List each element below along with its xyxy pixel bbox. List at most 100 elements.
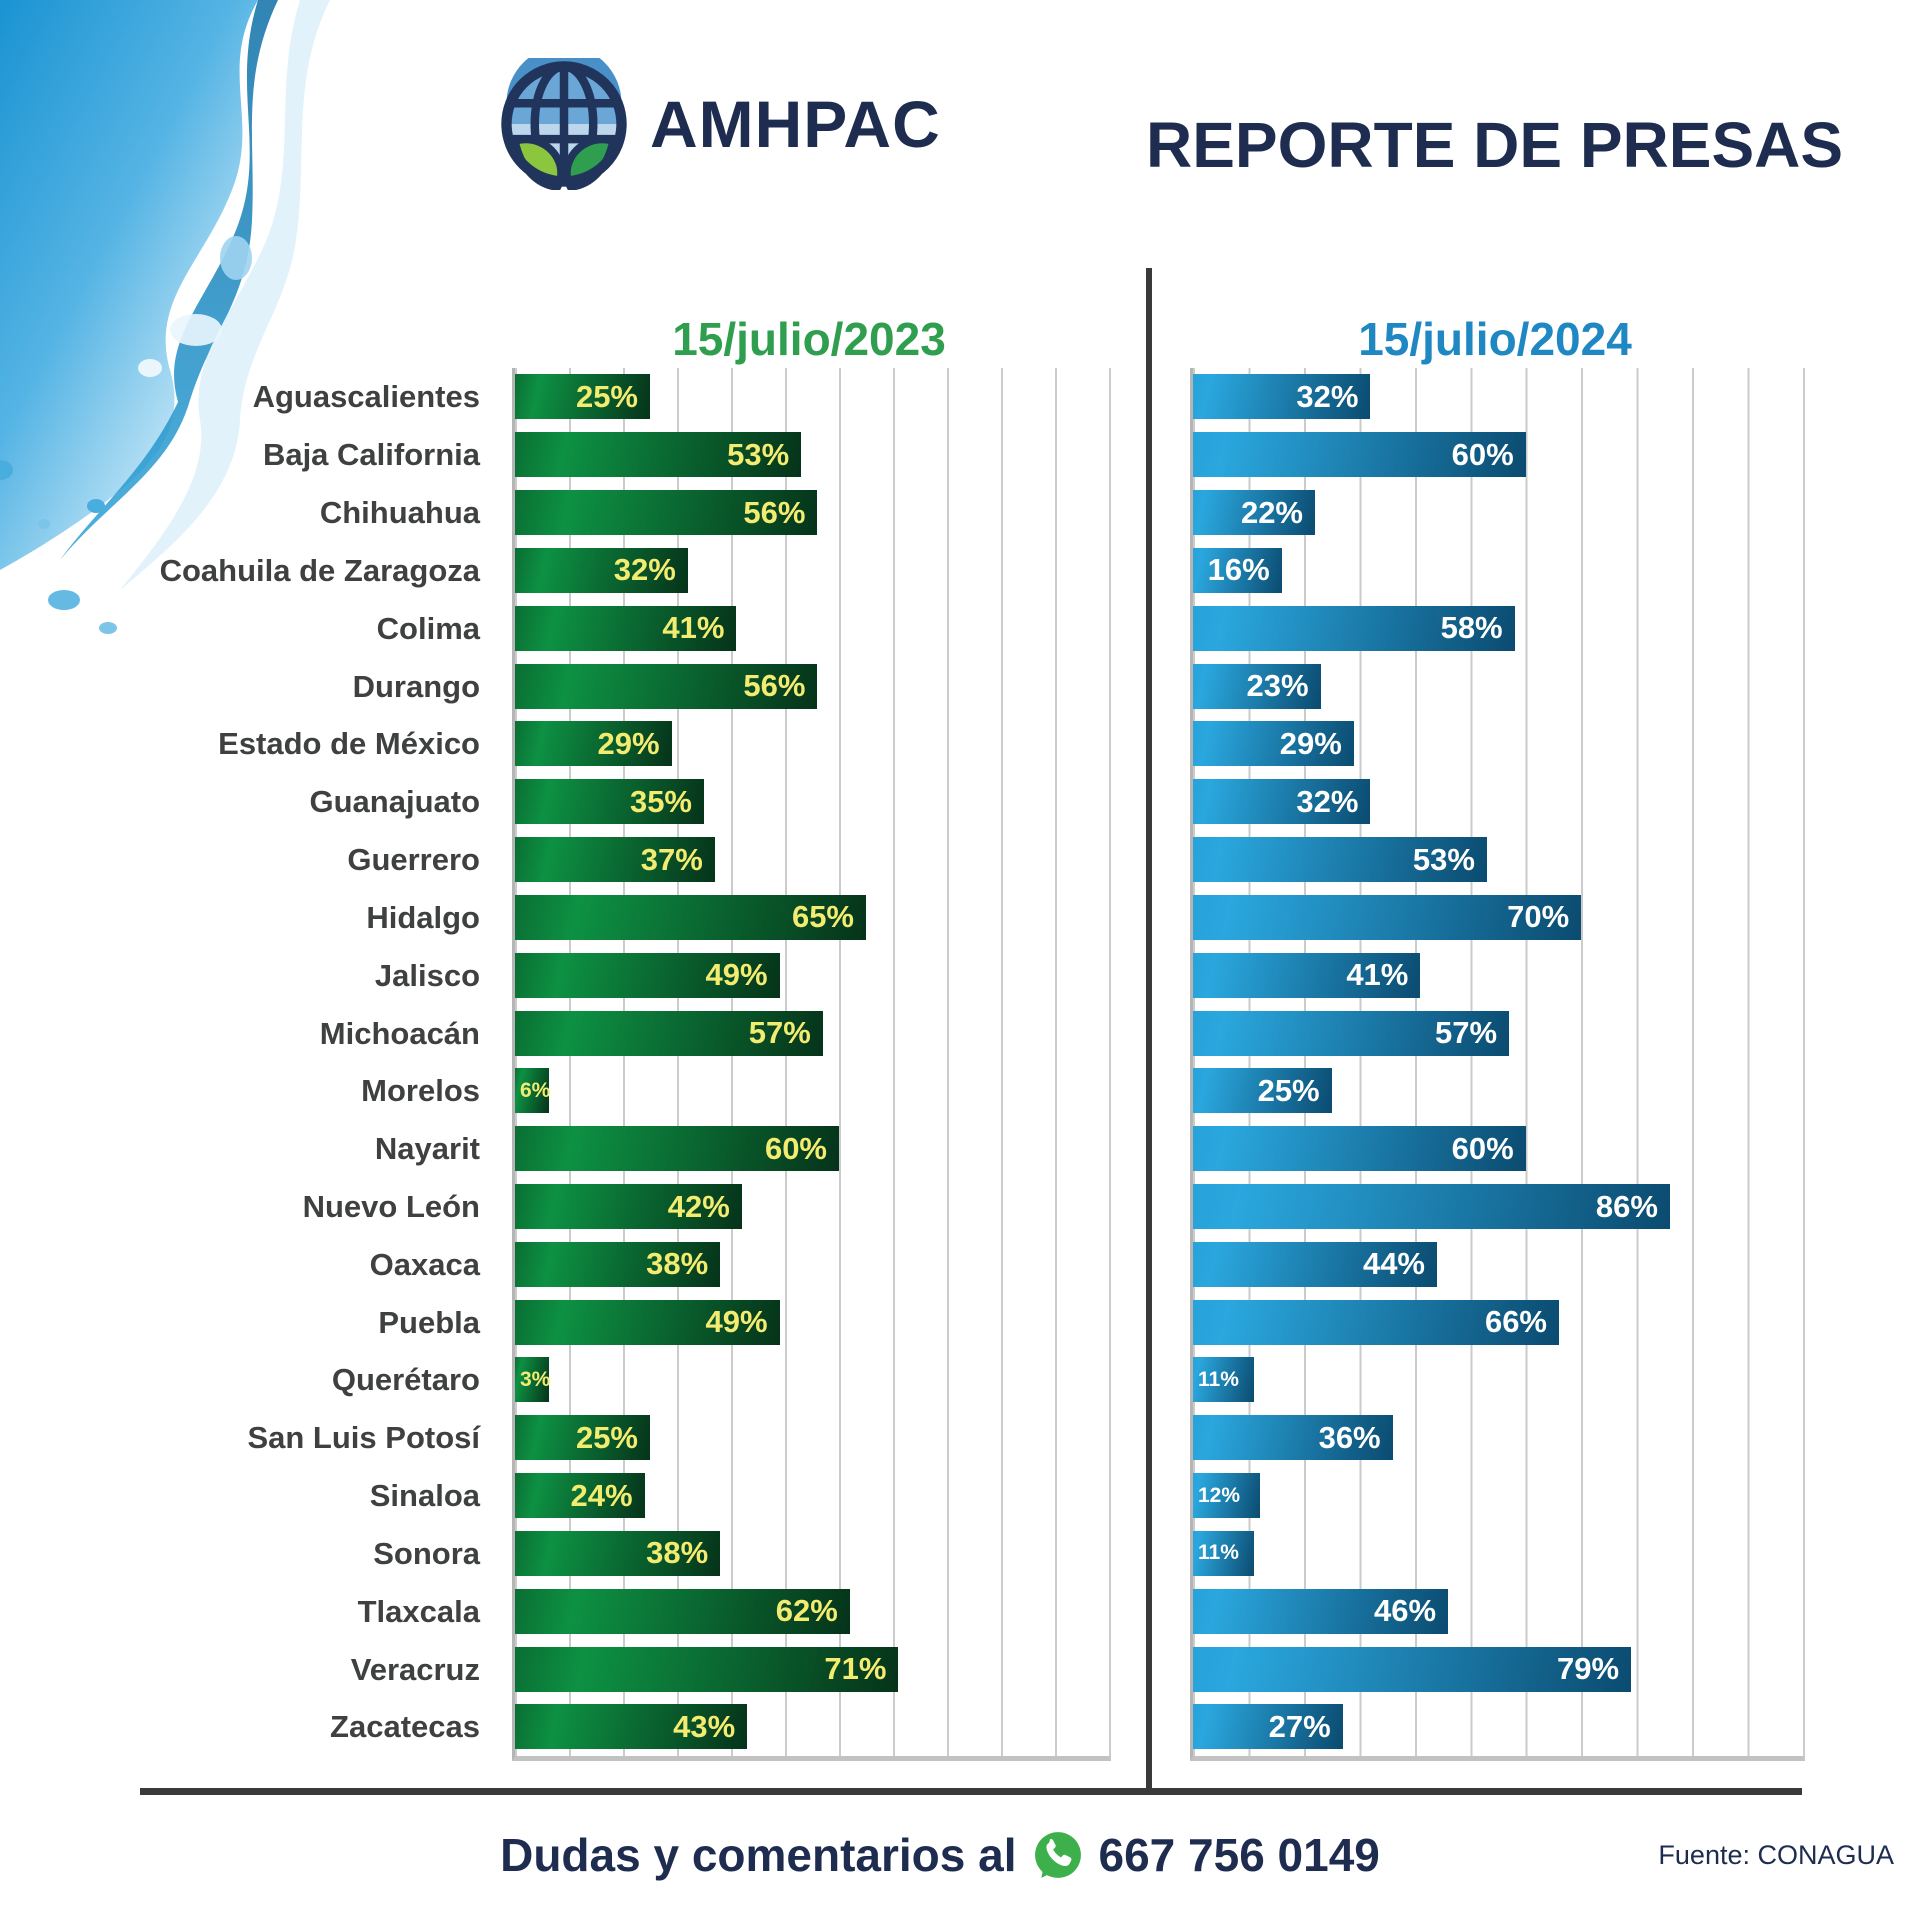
state-label: Puebla [378, 1304, 480, 1340]
bar-value-label: 60% [764, 1130, 827, 1166]
bar-value-label: 43% [673, 1708, 736, 1744]
bar-2024-guanajuato: 32% [1193, 779, 1371, 825]
bar-value-label: 32% [1296, 783, 1359, 819]
bar-value-label: 42% [667, 1188, 730, 1224]
bar-value-label: 71% [824, 1651, 887, 1687]
bar-value-label: 53% [727, 436, 790, 472]
bar-2023-baja-california: 53% [515, 432, 802, 478]
bar-2024-durango: 23% [1193, 663, 1321, 709]
bar-2023-nuevo-le-n: 42% [515, 1184, 742, 1229]
bar-row: 53% [1193, 837, 1803, 883]
bar-row: 58% [1193, 605, 1803, 651]
state-label: Jalisco [374, 957, 480, 993]
state-label: Coahuila de Zaragoza [159, 552, 480, 588]
bar-2023-michoac-n: 57% [515, 1010, 823, 1056]
bar-2023-hidalgo: 65% [515, 894, 866, 940]
bar-row: 49% [515, 952, 1109, 998]
state-label: Aguascalientes [252, 379, 480, 415]
bar-row: 29% [515, 721, 1109, 767]
date-prefix-2023: 15/julio/ [672, 313, 844, 365]
date-prefix-2024: 15/julio/ [1358, 313, 1530, 365]
panel-divider-line [1146, 268, 1152, 1789]
date-year-2024: 2024 [1529, 313, 1632, 365]
bar-value-label: 56% [743, 494, 806, 530]
bar-value-label: 22% [1240, 494, 1303, 530]
bar-value-label: 32% [613, 552, 676, 588]
bar-value-label: 41% [662, 610, 725, 646]
bar-row: 36% [1193, 1415, 1803, 1461]
bar-row: 57% [1193, 1010, 1803, 1056]
bar-2024-colima: 58% [1193, 605, 1515, 651]
chart-2023: 25% 53% 56% 32% 41% 56% 29% 35% 37% 65% 49% 57% 6% 60… [512, 368, 1111, 1761]
bar-2023-sinaloa: 24% [515, 1473, 645, 1519]
bar-value-label: 24% [570, 1477, 633, 1513]
bar-2023-guerrero: 37% [515, 837, 715, 883]
bar-2024-guerrero: 53% [1193, 837, 1487, 883]
bar-row: 38% [515, 1530, 1109, 1576]
source-credit: Fuente: CONAGUA [1658, 1840, 1894, 1870]
bar-row: 41% [515, 605, 1109, 651]
bar-2023-estado-de-m-xico: 29% [515, 721, 672, 767]
bar-2024-sinaloa: 12% [1193, 1473, 1260, 1519]
bar-row: 79% [1193, 1646, 1803, 1692]
bar-value-label: 44% [1362, 1246, 1425, 1282]
bar-2023-guanajuato: 35% [515, 779, 704, 825]
bar-2023-morelos: 6% [515, 1068, 550, 1114]
bar-2023-nayarit: 60% [515, 1126, 839, 1172]
whatsapp-icon [1034, 1832, 1081, 1878]
brand-group: AMHPAC [498, 58, 941, 190]
bar-2024-hidalgo: 70% [1193, 894, 1582, 940]
state-label: Nayarit [374, 1131, 480, 1167]
bar-row: 71% [515, 1646, 1109, 1692]
bar-2023-tlaxcala: 62% [515, 1588, 850, 1634]
bar-value-label: 23% [1246, 668, 1309, 704]
bar-value-label: 60% [1451, 1130, 1514, 1166]
bar-2024-san-luis-potos-: 36% [1193, 1415, 1393, 1461]
bar-row: 56% [515, 490, 1109, 536]
bar-value-label: 25% [575, 1419, 638, 1455]
bar-row: 56% [515, 663, 1109, 709]
bar-value-label: 46% [1374, 1593, 1437, 1629]
bar-value-label: 32% [1296, 378, 1359, 414]
bar-value-label: 57% [748, 1015, 811, 1051]
date-year-2023: 2023 [843, 313, 946, 365]
bar-row: 70% [1193, 894, 1803, 940]
bar-2024-sonora: 11% [1193, 1530, 1254, 1576]
bar-row: 11% [1193, 1357, 1803, 1403]
bar-2024-morelos: 25% [1193, 1068, 1332, 1114]
state-label: Chihuahua [319, 495, 480, 531]
bar-2023-jalisco: 49% [515, 952, 780, 998]
bar-value-label: 86% [1595, 1188, 1658, 1224]
bar-value-label: 25% [575, 378, 638, 414]
bar-row: 65% [515, 894, 1109, 940]
bar-value-label: 16% [1207, 552, 1270, 588]
bar-row: 43% [515, 1704, 1109, 1750]
bar-2023-san-luis-potos-: 25% [515, 1415, 650, 1461]
footer-divider-line [140, 1788, 1802, 1795]
state-label: Guanajuato [309, 784, 480, 820]
state-labels-column: Aguascalientes Baja California Chihuahua Co… [104, 368, 480, 1756]
bar-2024-zacatecas: 27% [1193, 1704, 1343, 1750]
bar-row: 6% [515, 1068, 1109, 1114]
bar-row: 37% [515, 837, 1109, 883]
bar-row: 32% [1193, 374, 1803, 420]
state-label: Baja California [262, 437, 480, 473]
bar-value-label: 27% [1268, 1708, 1331, 1744]
state-label: Querétaro [331, 1362, 480, 1398]
bar-row: 27% [1193, 1704, 1803, 1750]
bar-2024-coahuila-de-zaragoza: 16% [1193, 547, 1282, 593]
bar-2024-michoac-n: 57% [1193, 1010, 1510, 1056]
bar-value-label: 29% [597, 725, 660, 761]
bar-row: 42% [515, 1184, 1109, 1229]
bar-2024-quer-taro: 11% [1193, 1357, 1254, 1403]
bar-row: 86% [1193, 1184, 1803, 1229]
bar-row: 57% [515, 1010, 1109, 1056]
contact-phone: 667 756 0149 [1098, 1829, 1380, 1881]
bar-2023-puebla: 49% [515, 1299, 780, 1345]
bar-value-label: 11% [1198, 1541, 1239, 1565]
bar-value-label: 38% [646, 1535, 709, 1571]
bar-2024-nuevo-le-n: 86% [1193, 1184, 1670, 1229]
bar-row: 24% [515, 1473, 1109, 1519]
bar-value-label: 38% [646, 1246, 709, 1282]
